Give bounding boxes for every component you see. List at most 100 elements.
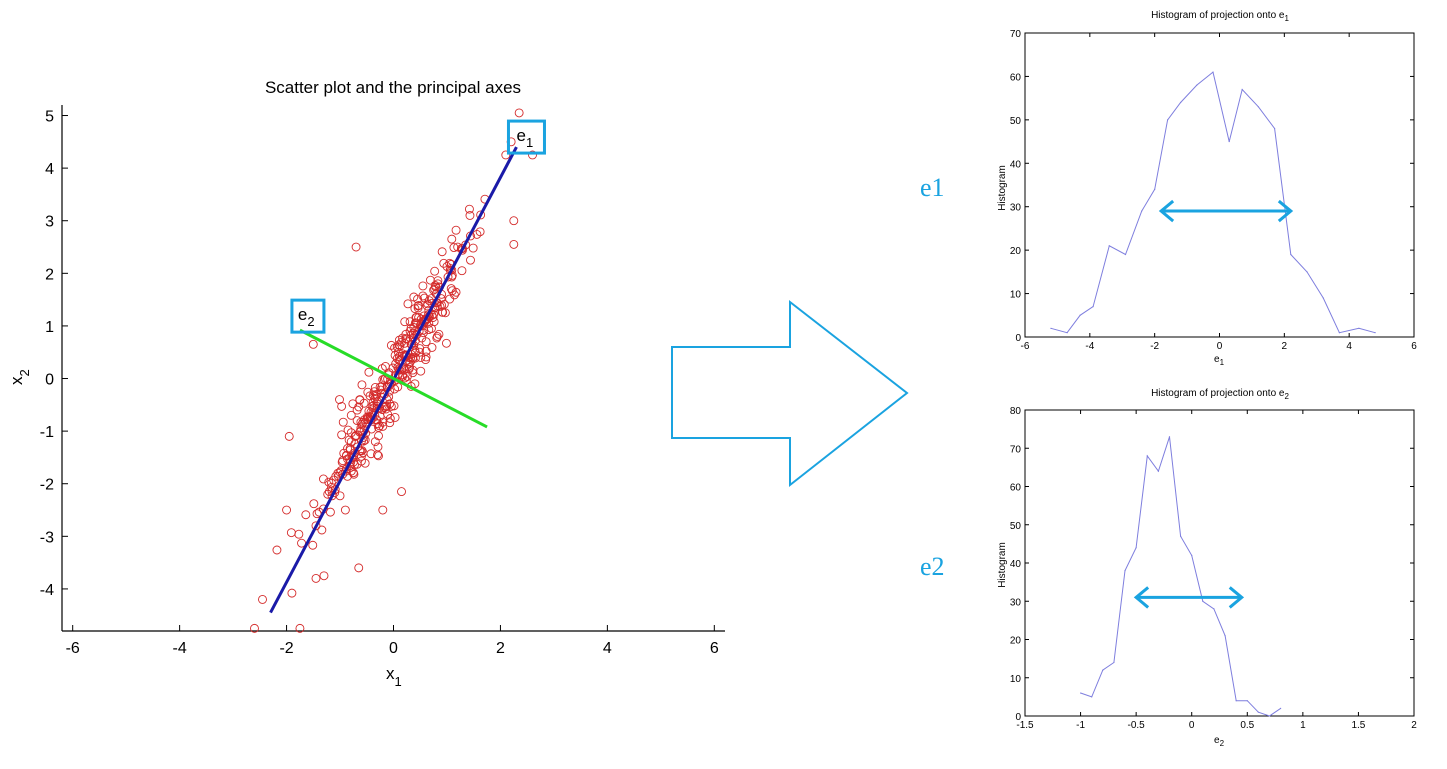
scatter-point [295, 623, 305, 633]
scatter-y-tick-label: -4 [40, 582, 54, 599]
scatter-y-tick-label: 0 [45, 372, 54, 389]
histogram-e2-point [1191, 554, 1193, 556]
scatter-ylabel: x2 [7, 369, 32, 385]
scatter-point [417, 333, 427, 343]
e2-side-label: e2 [920, 552, 945, 581]
scatter-point [375, 421, 385, 431]
scatter-point [420, 293, 429, 303]
histogram-e2-point [1268, 715, 1271, 717]
histogram-e2-frame [1024, 409, 1415, 717]
scatter-point [439, 258, 449, 268]
scatter-point [350, 448, 360, 458]
histogram-e1-point [1066, 332, 1068, 334]
histogram-e1-point [1338, 332, 1341, 334]
scatter-point [415, 347, 425, 357]
scatter-point [356, 417, 366, 427]
scatter-point [374, 451, 383, 461]
scatter-point [447, 286, 457, 296]
histogram-e2-spread-head-left [1133, 586, 1150, 609]
histogram-e2-y-tick-label: 60 [1010, 483, 1022, 494]
scatter-point [356, 423, 366, 433]
scatter-y-tick-label: 2 [45, 266, 54, 283]
histogram-e2-point [1213, 608, 1215, 610]
scatter-point [392, 354, 402, 363]
histogram-e1-x-tick-label: -4 [1085, 341, 1094, 352]
scatter-point [371, 391, 381, 401]
histogram-e2-x-tick-label: 1 [1300, 720, 1306, 731]
scatter-point [406, 330, 416, 340]
scatter-point [528, 150, 537, 160]
scatter-point [410, 304, 420, 314]
histogram-e1-ylabel: Histogram [997, 165, 1008, 211]
scatter-y-tick-label: 3 [45, 214, 54, 231]
scatter-point [309, 499, 319, 509]
histogram-e2-chart: Histogram of projection onto e2 -1.5 -1 -0… [920, 388, 1417, 748]
scatter-point [379, 375, 389, 385]
scatter-point [373, 419, 383, 429]
histogram-e1-y-tick-label: 20 [1010, 246, 1022, 257]
histogram-e2-title: Histogram of projection onto e2 [1151, 388, 1289, 401]
histogram-e1-point [1358, 327, 1360, 329]
scatter-point [343, 425, 353, 435]
scatter-point [447, 234, 457, 244]
scatter-point [443, 272, 453, 282]
histogram-e2-series-line [1080, 436, 1281, 717]
principal-axis-e2 [299, 328, 488, 429]
scatter-x-tick-label: -6 [66, 640, 80, 657]
e2-axis-label: e2 [298, 305, 315, 329]
histogram-e1-title: Histogram of projection onto e1 [1151, 10, 1289, 23]
scatter-point [465, 211, 475, 220]
scatter-point [324, 477, 334, 487]
scatter-xlabel: x1 [386, 664, 402, 689]
scatter-point [391, 359, 401, 369]
histogram-e1-point [1154, 188, 1156, 190]
scatter-point [394, 335, 404, 345]
histogram-e2-ylabel: Histogram [997, 542, 1008, 588]
scatter-point [464, 204, 474, 214]
histogram-e2-y-tick-label: 40 [1010, 559, 1022, 570]
histogram-e2-line [1079, 436, 1282, 717]
scatter-x-tick-label: 0 [389, 640, 398, 657]
histogram-e1-y-tick-label: 60 [1010, 72, 1022, 83]
histogram-e1-frame [1024, 32, 1415, 338]
scatter-point [338, 417, 348, 427]
histogram-e2-point [1224, 635, 1226, 637]
scatter-point [356, 436, 366, 446]
scatter-point [282, 505, 292, 515]
histogram-e1-spread-arrow [1158, 199, 1294, 223]
scatter-y-tick-label: 4 [45, 161, 54, 178]
histogram-e2-y-tick-label: 50 [1010, 521, 1022, 532]
histogram-e1-point [1092, 306, 1094, 308]
scatter-point [413, 294, 423, 304]
scatter-point [451, 225, 461, 235]
scatter-x-tick-label: 4 [603, 640, 612, 657]
scatter-point [319, 571, 329, 581]
histogram-e2-point [1202, 600, 1204, 602]
scatter-x-tick-label: 2 [496, 640, 505, 657]
scatter-point [385, 414, 395, 423]
histogram-e2-point [1280, 707, 1282, 709]
scatter-point [378, 421, 388, 431]
scatter-point [250, 623, 259, 633]
scatter-point [319, 474, 328, 484]
histogram-e1-point [1108, 245, 1110, 247]
scatter-point [434, 329, 444, 339]
scatter-point [433, 276, 443, 286]
e1-callout-box [506, 119, 546, 155]
scatter-point [423, 299, 433, 309]
histogram-e1-x-tick-label: 4 [1346, 341, 1352, 352]
scatter-point [312, 509, 322, 519]
scatter-point [415, 344, 425, 353]
scatter-point [308, 540, 318, 550]
scatter-point [361, 428, 371, 438]
scatter-point [428, 313, 438, 322]
scatter-point [397, 487, 406, 497]
histogram-e1-chart: Histogram of projection onto e1 -6 -4 -2 0 2… [920, 10, 1417, 367]
histogram-e2-x-tick-label: -1 [1076, 720, 1085, 731]
histogram-e1-y-tick-label: 10 [1010, 290, 1022, 301]
scatter-point [435, 302, 445, 311]
histogram-e2-point [1146, 455, 1148, 457]
scatter-point [475, 227, 485, 237]
histogram-e1-y-tick-label: 30 [1010, 203, 1022, 214]
